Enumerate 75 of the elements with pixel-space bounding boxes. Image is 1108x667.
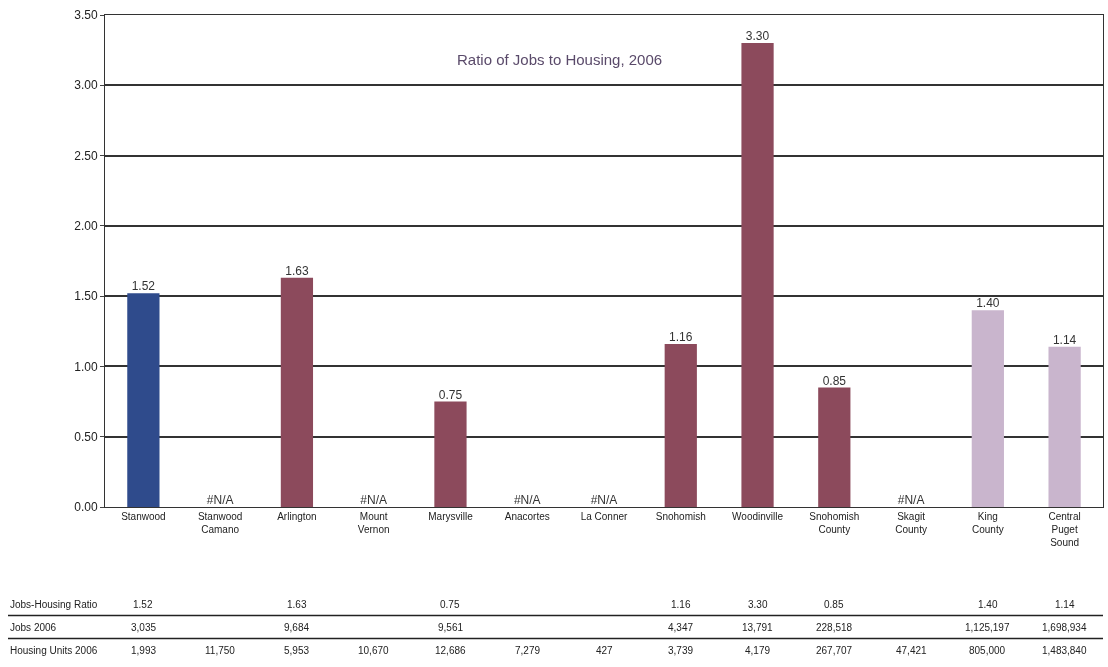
y-tick-label: 0.50 bbox=[74, 429, 98, 444]
y-tick-label: 1.50 bbox=[74, 289, 98, 304]
y-tick-label: 2.00 bbox=[74, 219, 98, 234]
text: 228,518 bbox=[816, 622, 853, 633]
text: #N/A bbox=[897, 493, 925, 507]
text: 1.40 bbox=[978, 599, 998, 610]
data-label: 1.52 bbox=[131, 279, 156, 294]
bar bbox=[280, 277, 314, 507]
text: 12,686 bbox=[435, 645, 467, 656]
text: Ratio of Jobs to Housing, 2006 bbox=[457, 51, 663, 68]
data-label: 1.16 bbox=[669, 329, 693, 344]
text: 4,347 bbox=[668, 622, 694, 633]
text: 1.63 bbox=[287, 599, 307, 610]
text: 1.52 bbox=[133, 599, 153, 610]
x-tick-label: La Conner bbox=[580, 511, 629, 522]
text: 0.85 bbox=[824, 599, 844, 610]
text: 1,993 bbox=[131, 645, 157, 656]
x-tick-label: Woodinville bbox=[732, 511, 784, 522]
y-tick-label: 2.50 bbox=[74, 148, 98, 163]
bar bbox=[818, 387, 851, 507]
y-tick-label: 3.00 bbox=[74, 78, 98, 93]
text: 1,483,840 bbox=[1042, 645, 1087, 656]
bar bbox=[1048, 346, 1081, 507]
x-tick-label: Marysville bbox=[428, 511, 474, 522]
x-tick-label: Snohomish County bbox=[809, 511, 860, 535]
text: 9,684 bbox=[284, 622, 310, 633]
text: Jobs-Housing Ratio bbox=[10, 599, 98, 610]
bar bbox=[971, 310, 1004, 507]
text: 3,035 bbox=[131, 622, 157, 633]
text: 47,421 bbox=[896, 645, 928, 656]
y-tick-label: 3.50 bbox=[74, 8, 98, 23]
text: 427 bbox=[596, 645, 614, 656]
text: 1.16 bbox=[671, 599, 691, 610]
text: 267,707 bbox=[816, 645, 853, 656]
data-label: 3.30 bbox=[745, 29, 770, 44]
x-tick-label: Anacortes bbox=[504, 511, 550, 522]
y-tick-label: 1.00 bbox=[74, 359, 98, 374]
bar bbox=[741, 43, 774, 507]
text: #N/A bbox=[206, 493, 234, 507]
text: 0.75 bbox=[440, 599, 460, 610]
x-tick-label: Snohomish bbox=[655, 511, 706, 522]
bar bbox=[434, 401, 467, 507]
text: 7,279 bbox=[515, 645, 541, 656]
text: Housing Units 2006 bbox=[10, 645, 98, 656]
text: 10,670 bbox=[358, 645, 390, 656]
y-tick-label: 0.00 bbox=[74, 500, 98, 515]
data-label: 1.14 bbox=[1052, 332, 1077, 347]
text: Jobs 2006 bbox=[10, 622, 57, 633]
bar bbox=[664, 343, 697, 507]
text: #N/A bbox=[360, 493, 388, 507]
data-label: 1.40 bbox=[976, 296, 1000, 311]
text: 9,561 bbox=[438, 622, 464, 633]
text: 11,750 bbox=[205, 645, 236, 656]
text: 1,698,934 bbox=[1042, 622, 1087, 633]
text: #N/A bbox=[513, 493, 541, 507]
bar bbox=[127, 293, 160, 507]
text: 5,953 bbox=[284, 645, 310, 656]
x-tick-label: Skagit County bbox=[895, 511, 927, 535]
data-label: 0.85 bbox=[822, 373, 847, 388]
data-label: 1.63 bbox=[285, 263, 309, 278]
x-tick-label: Stanwood bbox=[121, 511, 166, 522]
text: 805,000 bbox=[969, 645, 1006, 656]
x-tick-label: Mount Vernon bbox=[357, 511, 390, 535]
data-label: 0.75 bbox=[438, 387, 463, 402]
text: #N/A bbox=[590, 493, 618, 507]
text: 4,179 bbox=[745, 645, 771, 656]
x-tick-label: Stanwood Camano bbox=[197, 511, 243, 535]
text: 3.30 bbox=[748, 599, 768, 610]
x-tick-label: Arlington bbox=[277, 511, 317, 522]
text: 13,791 bbox=[742, 622, 774, 633]
x-tick-label: Central Puget Sound bbox=[1048, 511, 1081, 548]
x-tick-label: King County bbox=[972, 511, 1004, 535]
text: 1.14 bbox=[1055, 599, 1075, 610]
text: 3,739 bbox=[668, 645, 694, 656]
text: 1,125,197 bbox=[965, 622, 1010, 633]
